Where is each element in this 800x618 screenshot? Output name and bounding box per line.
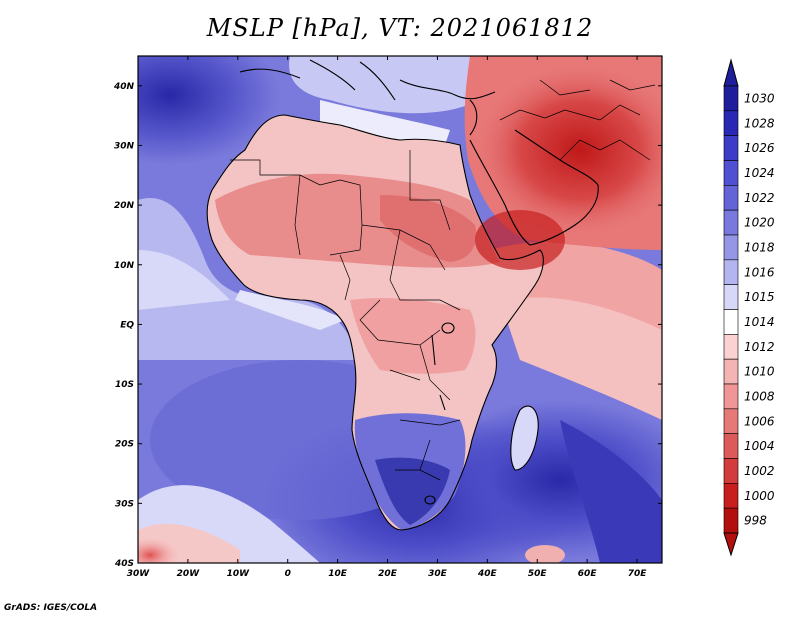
colorbar-label-1026: 1026 (744, 141, 775, 155)
colorbar-label-1020: 1020 (744, 216, 775, 230)
lon-label-40e: 40E (477, 569, 498, 579)
colorbar-swatch (723, 483, 739, 509)
colorbar-label-1004: 1004 (744, 439, 775, 453)
lon-label-20e: 20E (378, 569, 398, 579)
colorbar-swatch (723, 458, 739, 484)
colorbar-swatch (723, 358, 739, 385)
colorbar-swatch (723, 334, 739, 360)
grads-credit: GrADS: IGES/COLA (4, 603, 98, 613)
colorbar-label-1015: 1015 (744, 290, 775, 304)
colorbar-label-1024: 1024 (744, 166, 775, 180)
lat-label-40n: 40N (113, 82, 135, 92)
lat-label-10n: 10N (114, 261, 135, 271)
colorbar-swatch (723, 284, 739, 310)
colorbar-min-arrow (723, 532, 739, 557)
latitude-labels: 40N 30N 20N 10N EQ 10S 20S 30S 40S (113, 82, 135, 569)
colorbar-swatch (723, 135, 739, 161)
lat-label-20s: 20S (115, 440, 134, 450)
lat-label-20n: 20N (114, 201, 135, 211)
lat-label-eq: EQ (120, 320, 134, 330)
lon-label-0: 0 (285, 569, 291, 579)
lat-label-40s: 40S (114, 559, 134, 569)
lon-label-70e: 70E (628, 569, 648, 579)
colorbar-swatch (723, 408, 739, 434)
colorbar-swatch (723, 160, 739, 186)
colorbar-label-1030: 1030 (744, 91, 775, 105)
lon-label-60e: 60E (578, 569, 598, 579)
plot-frame (137, 55, 663, 564)
colorbar: 1030 1028 1026 1024 1022 1020 1018 1016 1015 1014… (723, 58, 775, 557)
colorbar-label-1028: 1028 (744, 116, 775, 130)
colorbar-label-1008: 1008 (744, 389, 775, 403)
colorbar-swatch (723, 234, 739, 261)
lon-label-10e: 10E (328, 569, 348, 579)
colorbar-swatch (723, 209, 739, 236)
lon-label-20w: 20W (177, 569, 201, 579)
colorbar-swatch (723, 185, 739, 211)
colorbar-label-1000: 1000 (744, 489, 775, 503)
longitude-labels: 30W 20W 10W 0 10E 20E 30E 40E 50E 60E 70E (127, 569, 647, 579)
colorbar-label-1014: 1014 (744, 315, 775, 329)
colorbar-max-arrow (723, 58, 739, 87)
lat-label-30s: 30S (115, 499, 134, 509)
colorbar-swatch (723, 383, 739, 410)
colorbar-swatch (723, 309, 739, 335)
colorbar-swatch (723, 85, 739, 112)
colorbar-label-998: 998 (744, 514, 767, 528)
colorbar-label-1006: 1006 (744, 414, 775, 428)
lon-label-30e: 30E (428, 569, 448, 579)
colorbar-label-1016: 1016 (744, 265, 775, 279)
colorbar-label-1012: 1012 (744, 340, 775, 354)
colorbar-label-1018: 1018 (744, 240, 775, 254)
coastlines-and-borders (206, 59, 656, 531)
colorbar-label-1010: 1010 (744, 365, 775, 379)
map-title: MSLP [hPa], VT: 2021061812 (206, 14, 594, 42)
pressure-field (138, 56, 662, 563)
colorbar-swatch (723, 433, 739, 459)
lon-label-50e: 50E (528, 569, 548, 579)
colorbar-swatch (723, 259, 739, 285)
colorbar-swatch (723, 110, 739, 136)
colorbar-label-1002: 1002 (744, 464, 775, 478)
axis-ticks (137, 56, 662, 564)
lat-label-30n: 30N (114, 141, 135, 151)
colorbar-label-1022: 1022 (744, 191, 775, 205)
lat-label-10s: 10S (115, 380, 134, 390)
colorbar-swatch (723, 507, 739, 534)
lon-label-30w: 30W (127, 569, 151, 579)
lon-label-10w: 10W (227, 569, 251, 579)
